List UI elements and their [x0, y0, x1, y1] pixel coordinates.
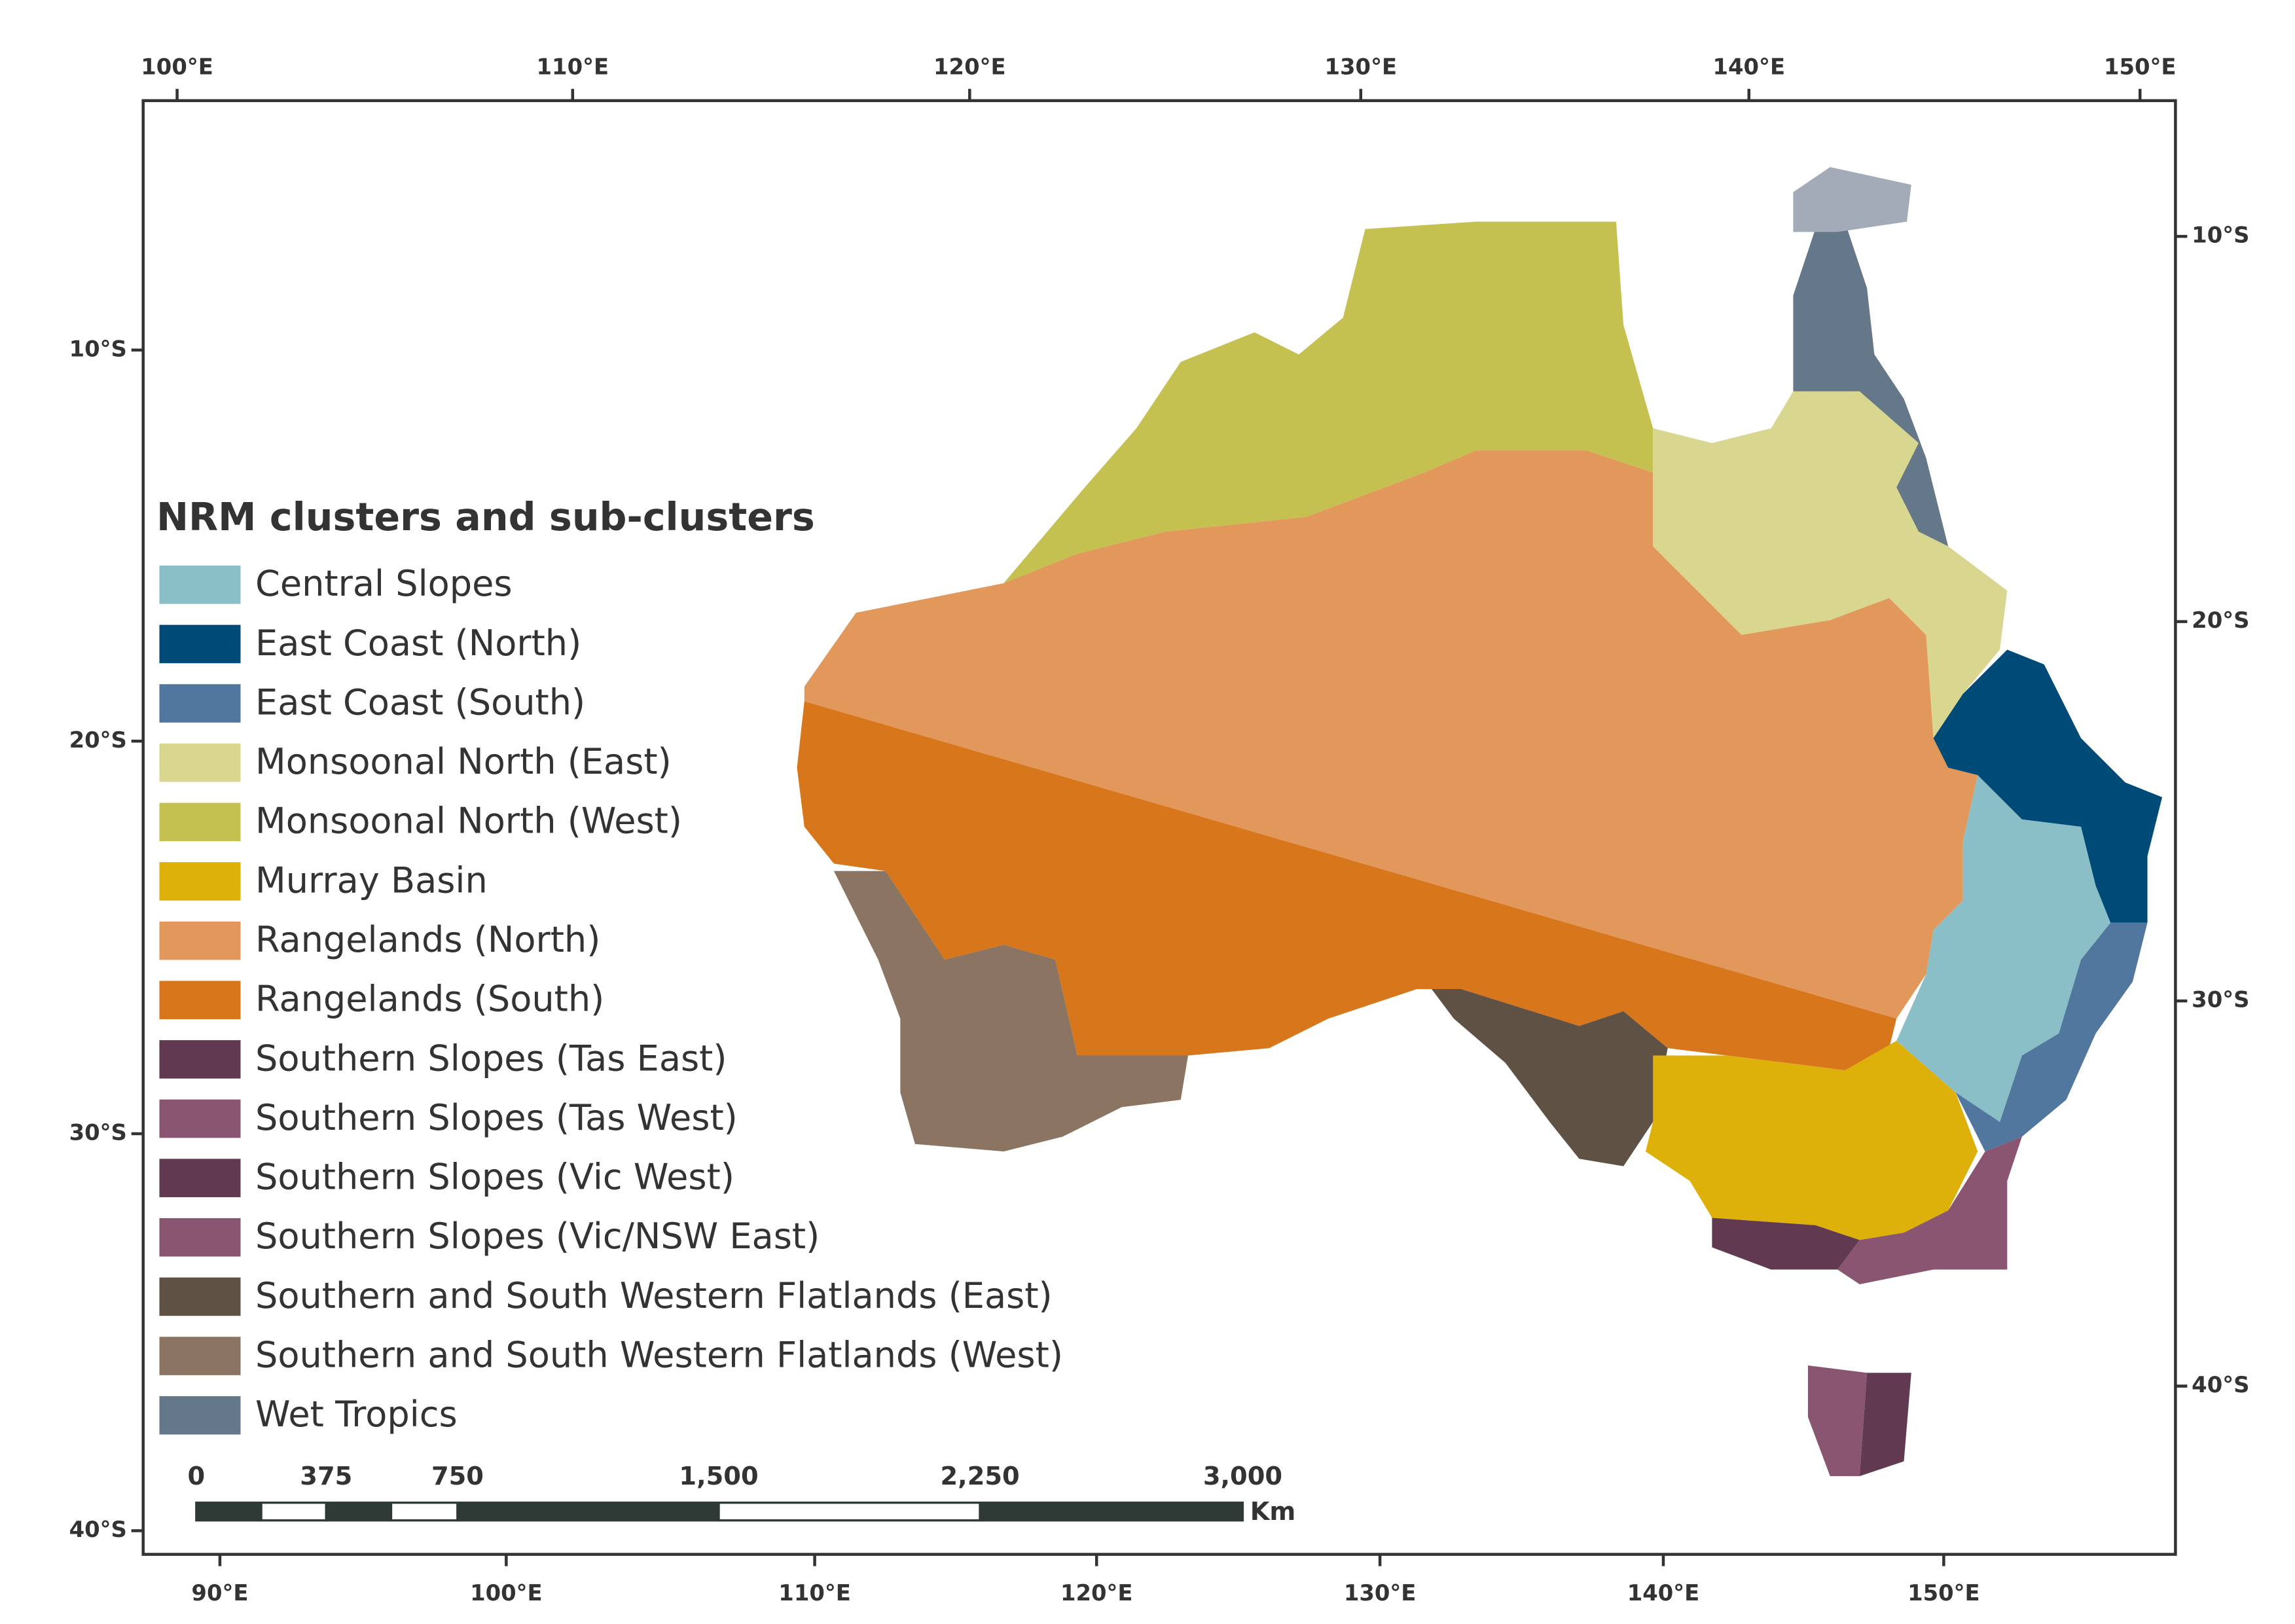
- legend-label: East Coast (South): [255, 681, 585, 723]
- legend-swatch: [159, 565, 241, 604]
- top-label: 140°E: [1713, 54, 1786, 80]
- region: [1807, 1365, 1868, 1477]
- bottom-label: 150°E: [1907, 1580, 1980, 1606]
- right-label: 10°S: [2192, 223, 2249, 248]
- top-label: 110°E: [537, 54, 609, 80]
- region: [1712, 1218, 1860, 1270]
- legend-label: Southern Slopes (Vic/NSW East): [255, 1216, 820, 1257]
- legend-swatch: [159, 1337, 241, 1375]
- right-label: 30°S: [2192, 987, 2249, 1013]
- scale-segment: [260, 1501, 327, 1522]
- map-frame: [141, 99, 2177, 1556]
- scale-label: 3,000: [1203, 1462, 1282, 1491]
- top-label: 120°E: [933, 54, 1006, 80]
- region: [1432, 989, 1668, 1166]
- legend-label: Southern and South Western Flatlands (Ea…: [255, 1275, 1053, 1316]
- left-label: 40°S: [69, 1517, 127, 1542]
- bottom-label: 130°E: [1344, 1580, 1417, 1606]
- region: [833, 871, 1189, 1152]
- bottom-label: 120°E: [1060, 1580, 1133, 1606]
- axes: 100°E 110°E 120°E 130°E 140°E 150°E 90°E 100°E 1…: [69, 54, 2250, 1606]
- torres-strait: [1793, 167, 1911, 232]
- legend-swatch: [159, 921, 241, 960]
- legend: Central Slopes East Coast (North) East Coa…: [159, 563, 1063, 1435]
- regions: [797, 221, 2163, 1477]
- legend-swatch: [159, 743, 241, 782]
- legend-label: Rangelands (South): [255, 979, 604, 1020]
- region: [1933, 649, 2163, 923]
- region: [1896, 775, 2111, 1122]
- region: [1859, 1373, 1911, 1477]
- scale-segment: [195, 1501, 262, 1522]
- left-label: 20°S: [69, 727, 127, 753]
- scale-label: 2,250: [941, 1462, 1020, 1491]
- scale-unit: Km: [1250, 1497, 1296, 1526]
- region: [1837, 1136, 2022, 1284]
- legend-swatch: [159, 862, 241, 901]
- legend-swatch: [159, 803, 241, 842]
- scale-segment: [389, 1501, 459, 1522]
- left-label: 30°S: [69, 1120, 127, 1146]
- scale-label: 1,500: [679, 1462, 758, 1491]
- legend-label: Central Slopes: [255, 563, 513, 604]
- legend-swatch: [159, 1218, 241, 1257]
- top-label: 130°E: [1325, 54, 1398, 80]
- bottom-label: 140°E: [1627, 1580, 1700, 1606]
- legend-label: East Coast (North): [255, 623, 581, 664]
- legend-label: Rangelands (North): [255, 919, 600, 960]
- scale-segment: [456, 1501, 720, 1522]
- right-label: 40°S: [2192, 1372, 2249, 1398]
- scale-segment: [717, 1501, 981, 1522]
- region: [797, 701, 1897, 1071]
- bottom-label: 110°E: [778, 1580, 851, 1606]
- legend-label: Murray Basin: [255, 859, 488, 901]
- top-label: 100°E: [141, 54, 213, 80]
- top-label: 150°E: [2104, 54, 2177, 80]
- right-label: 20°S: [2192, 607, 2249, 633]
- legend-swatch: [159, 981, 241, 1020]
- region: [804, 450, 1978, 1019]
- scale-segment: [325, 1501, 393, 1522]
- legend-swatch: [159, 1159, 241, 1197]
- scale-label: 0: [188, 1462, 206, 1491]
- left-label: 10°S: [69, 336, 127, 361]
- legend-swatch: [159, 1099, 241, 1138]
- scale-bar: 0 375 750 1,500 2,250 3,000 Km: [188, 1462, 1296, 1526]
- bottom-label: 100°E: [470, 1580, 543, 1606]
- legend-label: Southern Slopes (Tas West): [255, 1097, 738, 1138]
- legend-label: Monsoonal North (East): [255, 741, 672, 782]
- scale-label: 750: [431, 1462, 484, 1491]
- legend-swatch: [159, 624, 241, 664]
- legend-label: Southern and South Western Flatlands (We…: [255, 1334, 1063, 1375]
- legend-swatch: [159, 1396, 241, 1435]
- legend-swatch: [159, 1277, 241, 1316]
- legend-swatch: [159, 1040, 241, 1079]
- legend-label: Southern Slopes (Vic West): [255, 1157, 734, 1198]
- legend-title: NRM clusters and sub-clusters: [156, 495, 815, 539]
- legend-label: Wet Tropics: [255, 1394, 458, 1435]
- region: [1793, 221, 1949, 547]
- legend-swatch: [159, 684, 241, 723]
- legend-label: Southern Slopes (Tas East): [255, 1038, 727, 1079]
- scale-label: 375: [300, 1462, 352, 1491]
- scale-segment: [979, 1501, 1244, 1522]
- region: [1955, 922, 2148, 1152]
- bottom-label: 90°E: [191, 1580, 248, 1606]
- region: [1645, 1040, 1978, 1240]
- legend-label: Monsoonal North (West): [255, 801, 682, 842]
- region: [1003, 221, 1653, 584]
